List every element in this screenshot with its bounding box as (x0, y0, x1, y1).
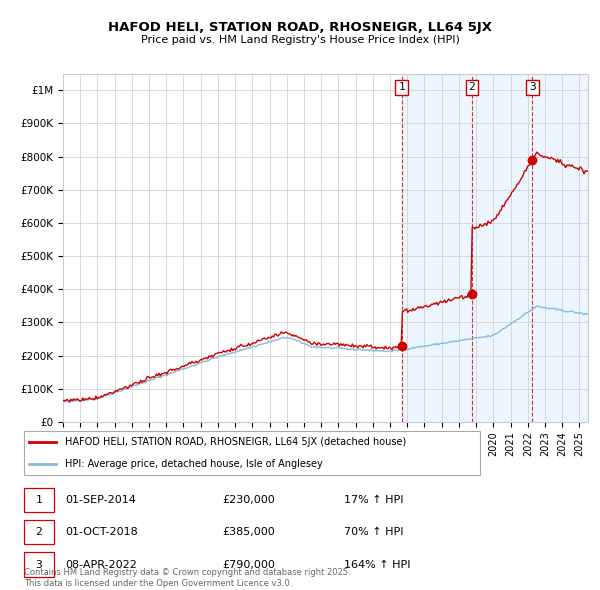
Text: Contains HM Land Registry data © Crown copyright and database right 2025.
This d: Contains HM Land Registry data © Crown c… (24, 568, 350, 588)
Text: HAFOD HELI, STATION ROAD, RHOSNEIGR, LL64 5JX (detached house): HAFOD HELI, STATION ROAD, RHOSNEIGR, LL6… (65, 437, 406, 447)
Text: 17% ↑ HPI: 17% ↑ HPI (344, 495, 404, 504)
Text: 2: 2 (35, 527, 42, 537)
Text: HAFOD HELI, STATION ROAD, RHOSNEIGR, LL64 5JX: HAFOD HELI, STATION ROAD, RHOSNEIGR, LL6… (108, 21, 492, 34)
Text: 1: 1 (35, 495, 42, 504)
Text: £230,000: £230,000 (223, 495, 275, 504)
Text: 01-SEP-2014: 01-SEP-2014 (65, 495, 136, 504)
Text: Price paid vs. HM Land Registry's House Price Index (HPI): Price paid vs. HM Land Registry's House … (140, 35, 460, 45)
Text: 01-OCT-2018: 01-OCT-2018 (65, 527, 138, 537)
FancyBboxPatch shape (24, 520, 55, 545)
Text: 1: 1 (398, 83, 405, 93)
Text: HPI: Average price, detached house, Isle of Anglesey: HPI: Average price, detached house, Isle… (65, 459, 323, 469)
FancyBboxPatch shape (24, 487, 55, 512)
Text: 3: 3 (35, 560, 42, 569)
Text: 2: 2 (469, 83, 475, 93)
Text: £790,000: £790,000 (223, 560, 275, 569)
Text: 70% ↑ HPI: 70% ↑ HPI (344, 527, 404, 537)
Text: 164% ↑ HPI: 164% ↑ HPI (344, 560, 410, 569)
Text: £385,000: £385,000 (223, 527, 275, 537)
Text: 3: 3 (529, 83, 536, 93)
FancyBboxPatch shape (24, 431, 480, 475)
Text: 08-APR-2022: 08-APR-2022 (65, 560, 137, 569)
Bar (401, 74, 588, 422)
FancyBboxPatch shape (24, 552, 55, 577)
